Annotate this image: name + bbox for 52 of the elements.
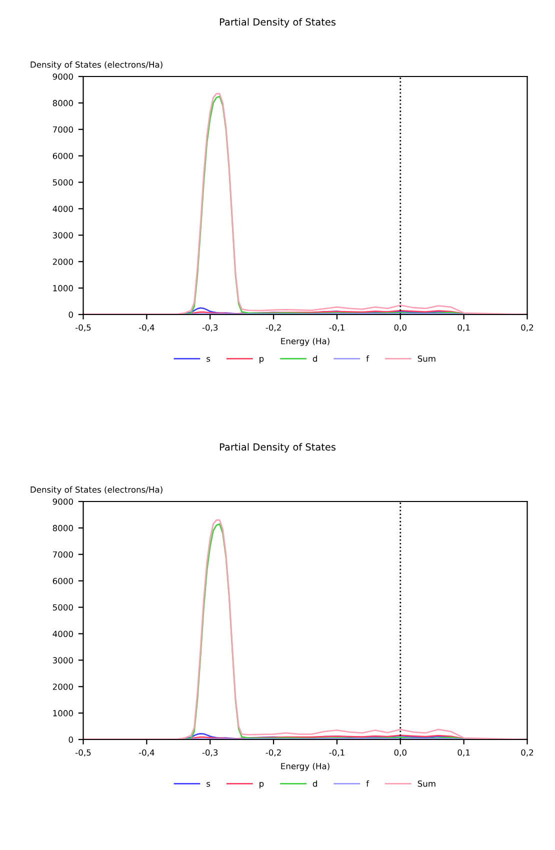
x-tick-label: -0,5 xyxy=(76,749,91,757)
x-tick-label: 0,2 xyxy=(521,749,534,757)
x-tick-label: 0,2 xyxy=(521,324,534,332)
y-tick-label: 4000 xyxy=(52,206,73,212)
legend-label: d xyxy=(312,355,317,362)
x-tick-label: 0,0 xyxy=(394,749,406,757)
x-axis-title: Energy (Ha) xyxy=(281,338,330,346)
y-tick-label: 9000 xyxy=(52,73,73,80)
legend-label: s xyxy=(206,356,210,362)
x-tick-label: -0,1 xyxy=(329,749,344,757)
y-tick-label: 1000 xyxy=(53,710,73,716)
legend-label: f xyxy=(366,355,370,362)
y-tick-label: 2000 xyxy=(52,684,73,690)
x-tick-label: -0,5 xyxy=(76,324,91,332)
x-axis-title: Energy (Ha) xyxy=(281,762,330,771)
x-tick-label: -0,1 xyxy=(329,324,344,332)
x-tick-label: -0,4 xyxy=(138,324,154,332)
y-axis-title: Density of States (electrons/Ha) xyxy=(30,486,162,494)
x-tick-label: -0,2 xyxy=(266,324,281,332)
y-tick-label: 6000 xyxy=(52,152,73,160)
x-tick-label: 0,1 xyxy=(458,324,470,332)
y-tick-label: 8000 xyxy=(52,524,73,532)
legend-label: p xyxy=(260,782,264,788)
x-tick-label: -0,4 xyxy=(138,749,154,757)
x-tick-label: -0,3 xyxy=(202,324,218,332)
legend-label: Sum xyxy=(418,355,436,362)
y-tick-label: 0 xyxy=(68,311,73,318)
y-tick-label: 3000 xyxy=(52,232,73,238)
x-tick-label: -0,3 xyxy=(202,749,218,757)
legend-label: s xyxy=(206,782,210,787)
y-tick-label: 8000 xyxy=(52,100,73,106)
y-tick-label: 0 xyxy=(68,736,73,743)
x-tick-label: 0,1 xyxy=(458,749,470,757)
legend-label: Sum xyxy=(418,780,436,787)
y-tick-label: 7000 xyxy=(53,126,73,133)
y-tick-label: 5000 xyxy=(52,604,73,611)
legend-label: d xyxy=(312,780,317,787)
y-tick-label: 7000 xyxy=(53,551,73,558)
y-tick-label: 5000 xyxy=(52,179,73,186)
x-tick-label: -0,2 xyxy=(266,749,281,757)
y-tick-label: 4000 xyxy=(52,630,73,638)
chart-title: Partial Density of States xyxy=(220,443,336,453)
y-tick-label: 6000 xyxy=(52,578,73,584)
y-tick-label: 1000 xyxy=(53,285,73,292)
legend-label: f xyxy=(366,780,370,787)
x-tick-label: 0,0 xyxy=(394,324,406,332)
y-axis-title: Density of States (electrons/Ha) xyxy=(30,61,162,70)
y-tick-label: 3000 xyxy=(52,657,73,664)
y-tick-label: 2000 xyxy=(52,258,73,265)
y-tick-label: 9000 xyxy=(52,498,73,505)
chart-title: Partial Density of States xyxy=(220,18,336,28)
legend-label: p xyxy=(260,356,264,364)
